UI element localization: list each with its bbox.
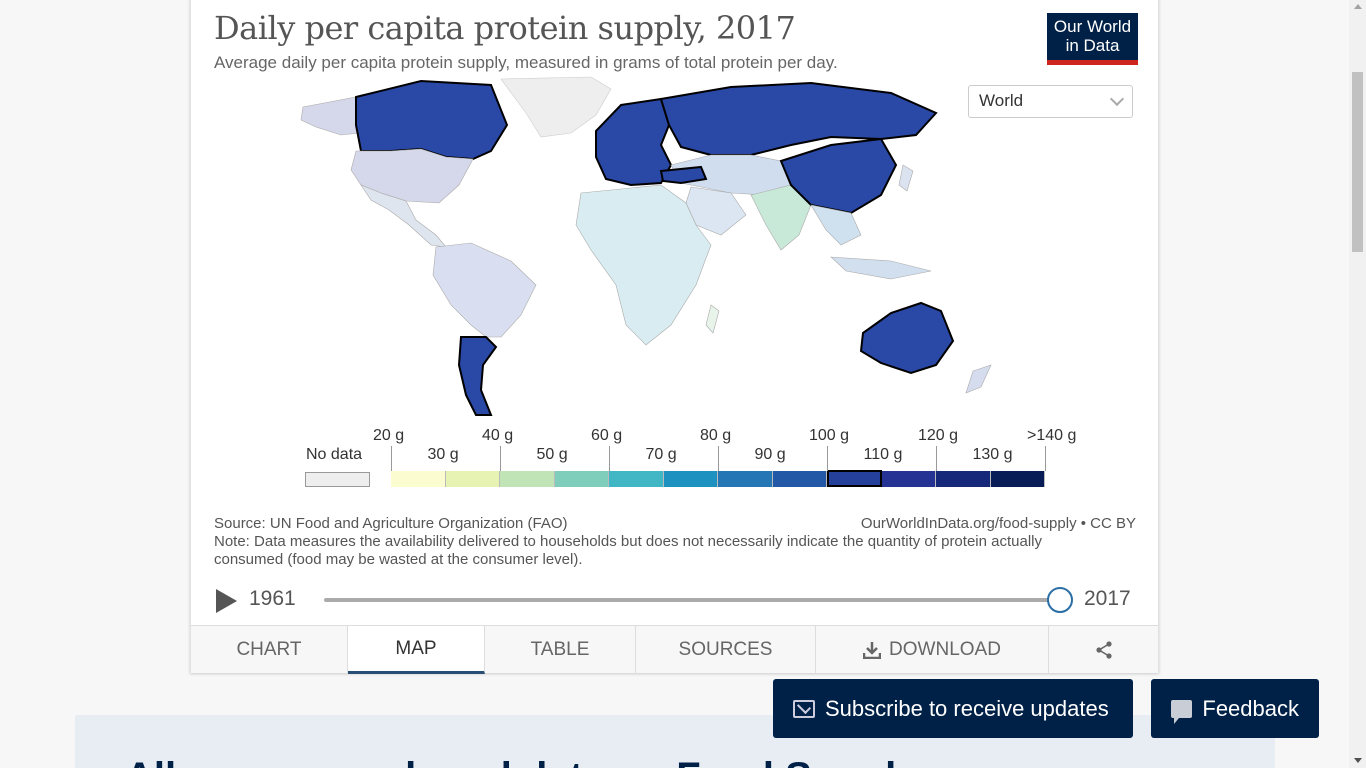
region-select[interactable]: World	[968, 85, 1133, 118]
play-icon[interactable]	[216, 589, 237, 613]
legend-upper-label: 100 g	[809, 427, 850, 444]
feedback-button[interactable]: Feedback	[1151, 679, 1319, 738]
legend-lower-label: 90 g	[754, 446, 786, 463]
map-region-china	[779, 137, 898, 215]
legend-upper-label: >140 g	[1027, 427, 1077, 444]
region-select-value: World	[979, 91, 1024, 110]
legend-tick-line	[1045, 446, 1046, 471]
scroll-down-icon[interactable]	[1354, 758, 1362, 763]
related-research-heading: All our research and data on Food Supply	[125, 755, 918, 768]
legend-bin[interactable]	[772, 471, 827, 487]
world-map[interactable]	[191, 75, 1160, 420]
owid-logo[interactable]: Our World in Data	[1047, 13, 1138, 65]
timeline-end-year: 2017	[1084, 587, 1131, 610]
legend-tick-line	[391, 446, 392, 471]
legend-bin[interactable]	[936, 471, 991, 487]
legend-tick-line	[500, 446, 501, 471]
legend-lower-label: 110 g	[863, 446, 903, 463]
download-label: DOWNLOAD	[889, 639, 1001, 660]
legend-tick-line	[718, 446, 719, 471]
legend-upper-label: 120 g	[918, 427, 959, 444]
chart-subtitle: Average daily per capita protein supply,…	[214, 53, 838, 72]
chart-title: Daily per capita protein supply, 2017	[214, 9, 796, 47]
legend-bin[interactable]	[827, 470, 882, 487]
tab-sources[interactable]: SOURCES	[636, 626, 816, 674]
map-legend: No data 20 g 40 g 60 g 80 g 100 g 120 g >140 g…	[191, 424, 1160, 494]
map-region-greenland	[500, 76, 612, 138]
source-text: Source: UN Food and Agriculture Organiza…	[214, 515, 568, 532]
note-text: Note: Data measures the availability del…	[214, 533, 1042, 568]
legend-bin[interactable]	[990, 471, 1045, 487]
speech-bubble-icon	[1171, 699, 1193, 724]
tab-chart[interactable]: CHART	[191, 626, 348, 674]
legend-upper-label: 60 g	[591, 427, 623, 444]
legend-upper-label: 20 g	[373, 427, 405, 444]
legend-bin[interactable]	[609, 471, 664, 487]
map-region-argentina	[457, 336, 498, 416]
legend-bin[interactable]	[445, 471, 500, 487]
subscribe-label: Subscribe to receive updates	[825, 695, 1109, 721]
subscribe-button[interactable]: Subscribe to receive updates	[773, 679, 1133, 738]
legend-bin[interactable]	[663, 471, 718, 487]
tab-map[interactable]: MAP	[348, 626, 485, 674]
legend-lower-label: 50 g	[536, 446, 568, 463]
legend-tick-line	[609, 446, 610, 471]
map-region-russia	[659, 81, 938, 156]
attribution-link[interactable]: OurWorldInData.org/food-supply • CC BY	[860, 515, 1136, 532]
tab-download[interactable]: DOWNLOAD	[816, 626, 1049, 674]
map-region-southeast-asia	[810, 204, 862, 246]
legend-upper-label: 80 g	[700, 427, 732, 444]
chart-card: Daily per capita protein supply, 2017 Av…	[190, 0, 1160, 674]
legend-bin[interactable]	[554, 471, 609, 487]
legend-lower-label: 30 g	[427, 446, 459, 463]
timeline-start-year: 1961	[249, 587, 296, 610]
tab-share[interactable]	[1049, 626, 1158, 674]
tab-table[interactable]: TABLE	[485, 626, 636, 674]
map-region-canada	[355, 79, 509, 161]
timeline-track[interactable]	[324, 598, 1060, 602]
map-region-usa	[350, 148, 474, 204]
legend-lower-label: 130 g	[972, 446, 1013, 463]
legend-lower-label: 70 g	[645, 446, 677, 463]
logo-line-1: Our World	[1053, 17, 1132, 36]
logo-line-2: in Data	[1065, 36, 1120, 55]
map-region-japan	[898, 164, 914, 192]
timeline: 1961 2017	[214, 587, 1139, 617]
map-region-africa	[575, 184, 712, 346]
map-region-new-zealand	[965, 364, 992, 394]
share-icon	[1095, 641, 1112, 659]
download-icon	[863, 642, 882, 659]
feedback-label: Feedback	[1202, 695, 1299, 721]
scrollbar[interactable]	[1349, 0, 1366, 768]
mail-icon	[793, 699, 815, 718]
legend-bin[interactable]	[718, 471, 773, 487]
map-region-australia	[859, 301, 955, 375]
legend-bin[interactable]	[881, 471, 936, 487]
legend-upper-label: 40 g	[482, 427, 514, 444]
map-region-south-america	[432, 242, 537, 338]
map-region-europe	[595, 97, 673, 187]
scroll-up-icon[interactable]	[1354, 4, 1362, 9]
map-region-madagascar	[705, 304, 720, 334]
map-region-alaska	[300, 96, 360, 136]
chart-tabs: CHART MAP TABLE SOURCES DOWNLOAD	[191, 625, 1158, 674]
legend-no-data-swatch	[305, 472, 370, 487]
map-region-turkey	[659, 165, 708, 185]
legend-bin[interactable]	[391, 471, 446, 487]
legend-tick-line	[936, 446, 937, 471]
map-region-indonesia	[830, 256, 932, 280]
timeline-handle[interactable]	[1047, 587, 1073, 613]
legend-bin[interactable]	[500, 471, 555, 487]
legend-no-data-label: No data	[306, 446, 363, 463]
scrollbar-thumb[interactable]	[1352, 72, 1363, 252]
legend-tick-line	[827, 446, 828, 471]
